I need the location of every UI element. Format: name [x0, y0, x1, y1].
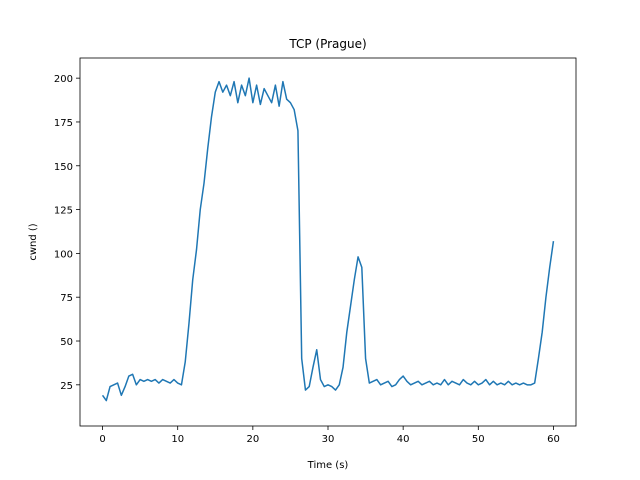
y-tick-label: 150	[54, 162, 73, 173]
plot-frame	[79, 57, 577, 427]
y-tick-label: 200	[54, 74, 73, 85]
y-tick-label: 25	[60, 381, 73, 392]
y-tick-label: 75	[60, 293, 73, 304]
x-tick-label: 50	[472, 434, 485, 445]
y-axis-label: cwnd ()	[28, 223, 39, 260]
x-tick-label: 20	[246, 434, 259, 445]
x-tick-label: 30	[322, 434, 335, 445]
y-tick-label: 50	[60, 337, 73, 348]
x-tick-label: 10	[171, 434, 184, 445]
data-line	[101, 77, 555, 402]
x-tick-label: 40	[397, 434, 410, 445]
x-axis-label: Time (s)	[307, 460, 349, 471]
chart-title: TCP (Prague)	[288, 37, 366, 51]
x-tick-label: 60	[547, 434, 560, 445]
x-tick-label: 0	[99, 434, 105, 445]
y-tick-label: 175	[54, 118, 73, 129]
y-tick-label: 100	[54, 249, 73, 260]
y-tick-label: 125	[54, 206, 73, 217]
